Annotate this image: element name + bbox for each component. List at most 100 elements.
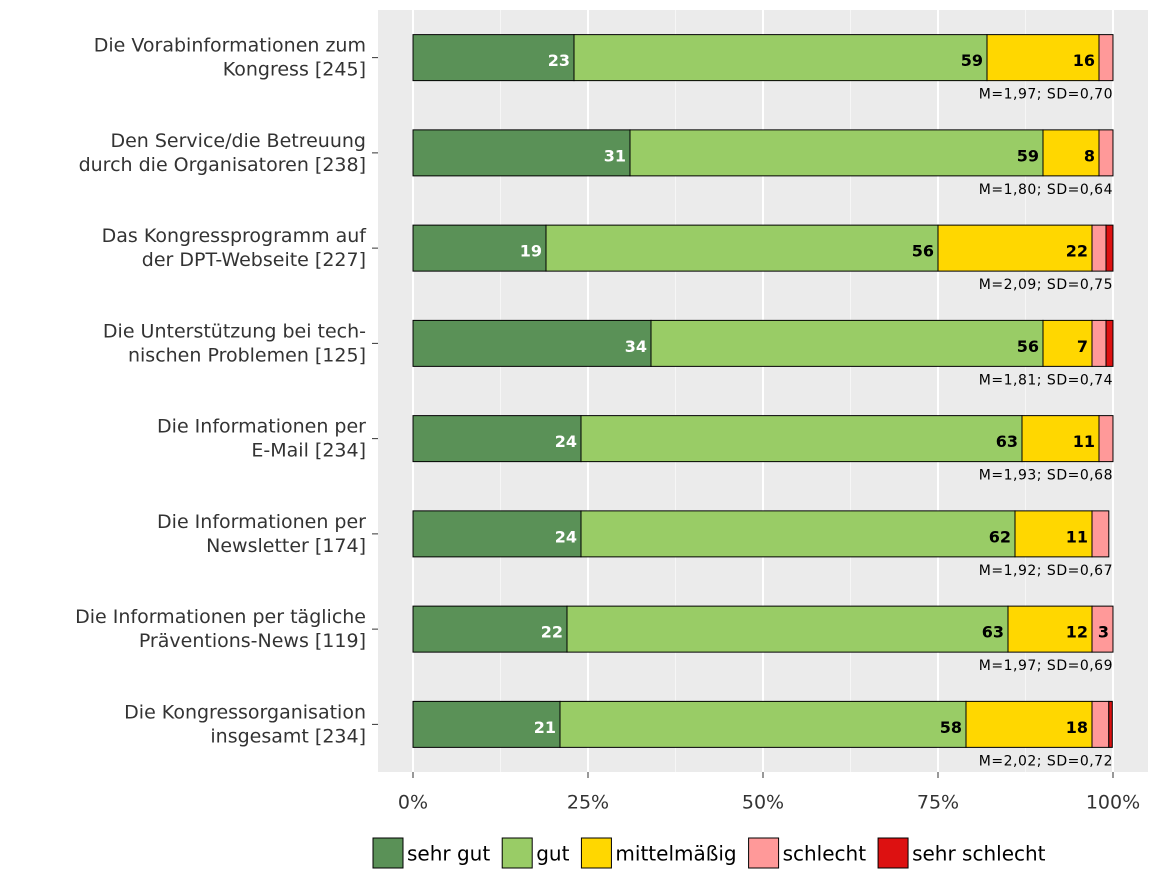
bar-segment: [1091, 605, 1114, 653]
bar-segment: [559, 700, 967, 748]
y-tick-label: Die Informationen per Newsletter [174]: [157, 510, 366, 556]
y-tick-line: Das Kongressprogramm auf: [102, 225, 368, 247]
legend-label: sehr gut: [407, 842, 490, 866]
bar-segment: [1108, 700, 1113, 748]
data-label: 63: [996, 432, 1018, 451]
data-label: 56: [912, 242, 934, 261]
y-tick-line: Die Informationen per: [157, 415, 366, 437]
y-tick-line: Präventions-News [119]: [139, 630, 366, 652]
annotation: M=2,09; SD=0,75: [979, 277, 1113, 293]
data-label: 58: [940, 718, 962, 737]
bar-segment: [986, 34, 1100, 82]
bar-segment: [1091, 319, 1107, 367]
bar-segment: [1091, 510, 1110, 558]
y-tick-label: Das Kongressprogramm auf der DPT-Webseite…: [102, 225, 368, 271]
data-label: 56: [1017, 337, 1039, 356]
x-tick-label: 0%: [398, 792, 428, 814]
y-tick-label: Die Informationen per tägliche Prävention…: [75, 606, 366, 652]
bar-segment: [650, 319, 1044, 367]
data-label: 3: [1098, 623, 1109, 642]
annotation: M=1,81; SD=0,74: [979, 372, 1113, 388]
bar-segment: [412, 510, 582, 558]
data-label: 11: [1073, 432, 1095, 451]
y-tick-line: insgesamt [234]: [210, 725, 366, 747]
y-tick-label: Die Vorabinformationen zum Kongress [245]: [94, 34, 366, 80]
bar-segment: [1007, 605, 1093, 653]
legend-swatch: [580, 837, 612, 869]
data-label: 8: [1084, 146, 1095, 165]
data-label: 12: [1066, 623, 1088, 642]
y-tick-line: Die Unterstützung bei tech-: [103, 320, 366, 342]
bar-segment: [412, 415, 582, 463]
y-tick-line: Den Service/die Betreuung: [110, 129, 366, 151]
data-label: 18: [1066, 718, 1088, 737]
bar-segment: [412, 34, 575, 82]
data-label: 23: [548, 51, 570, 70]
bar-segment: [1091, 224, 1107, 272]
bar-segment: [1105, 319, 1114, 367]
bar-segment: [965, 700, 1093, 748]
y-tick-line: E-Mail [234]: [251, 439, 366, 461]
bar-segment: [412, 605, 568, 653]
data-label: 21: [534, 718, 556, 737]
y-tick-line: Die Kongressorganisation: [124, 701, 366, 723]
y-tick-line: Die Vorabinformationen zum: [94, 34, 366, 56]
annotation: M=1,97; SD=0,70: [979, 87, 1113, 103]
bar-segment: [545, 224, 939, 272]
legend-swatch: [877, 837, 909, 869]
annotation: M=1,97; SD=0,69: [979, 658, 1113, 674]
bar-segment: [1098, 34, 1114, 82]
y-tick-label: Die Unterstützung bei tech-nischen Probl…: [103, 320, 366, 366]
data-label: 19: [520, 242, 542, 261]
x-tick-label: 100%: [1086, 792, 1140, 814]
bar-segment: [566, 605, 1009, 653]
bar-segment: [1042, 129, 1100, 177]
data-label: 24: [555, 527, 577, 546]
data-label: 22: [1066, 242, 1088, 261]
bar-segment: [1098, 415, 1114, 463]
bar-segment: [1021, 415, 1100, 463]
legend-label: mittelmäßig: [615, 842, 736, 866]
data-label: 59: [1017, 146, 1039, 165]
data-label: 34: [625, 337, 647, 356]
bar-segment: [1091, 700, 1110, 748]
bar-segment: [580, 510, 1016, 558]
bar-segment: [412, 319, 652, 367]
annotation: M=2,02; SD=0,72: [979, 753, 1113, 769]
y-tick-line: durch die Organisatoren [238]: [79, 153, 366, 175]
bar-segment: [1098, 129, 1114, 177]
bar-segment: [580, 415, 1023, 463]
bar-segment: [1014, 510, 1093, 558]
data-label: 16: [1073, 51, 1095, 70]
x-tick-label: 75%: [917, 792, 959, 814]
bar-segment: [629, 129, 1044, 177]
legend-label: gut: [536, 842, 569, 866]
bar-segment: [412, 129, 631, 177]
annotation: M=1,93; SD=0,68: [979, 468, 1113, 484]
data-label: 22: [541, 623, 563, 642]
y-tick-line: nischen Problemen [125]: [128, 344, 366, 366]
y-tick-line: Newsletter [174]: [206, 534, 366, 556]
data-label: 59: [961, 51, 983, 70]
bar-segment: [1105, 224, 1114, 272]
legend-swatch: [372, 837, 404, 869]
y-tick-label: Die Informationen per E-Mail [234]: [157, 415, 366, 461]
y-tick-line: Die Informationen per: [157, 510, 366, 532]
y-tick-line: der DPT-Webseite [227]: [142, 249, 366, 271]
legend-label: schlecht: [783, 842, 867, 866]
data-label: 62: [989, 527, 1011, 546]
annotation: M=1,80; SD=0,64: [979, 182, 1113, 198]
bar-segment: [573, 34, 988, 82]
y-tick-label: Die Kongressorganisation insgesamt [234]: [124, 701, 366, 747]
data-label: 24: [555, 432, 577, 451]
data-label: 63: [982, 623, 1004, 642]
legend-label: sehr schlecht: [912, 842, 1046, 866]
bar-segment: [1042, 319, 1093, 367]
legend-swatch: [748, 837, 780, 869]
annotation: M=1,92; SD=0,67: [979, 563, 1113, 579]
data-label: 11: [1066, 527, 1088, 546]
x-tick-label: 50%: [742, 792, 784, 814]
data-label: 31: [604, 146, 626, 165]
y-tick-line: Kongress [245]: [223, 58, 366, 80]
